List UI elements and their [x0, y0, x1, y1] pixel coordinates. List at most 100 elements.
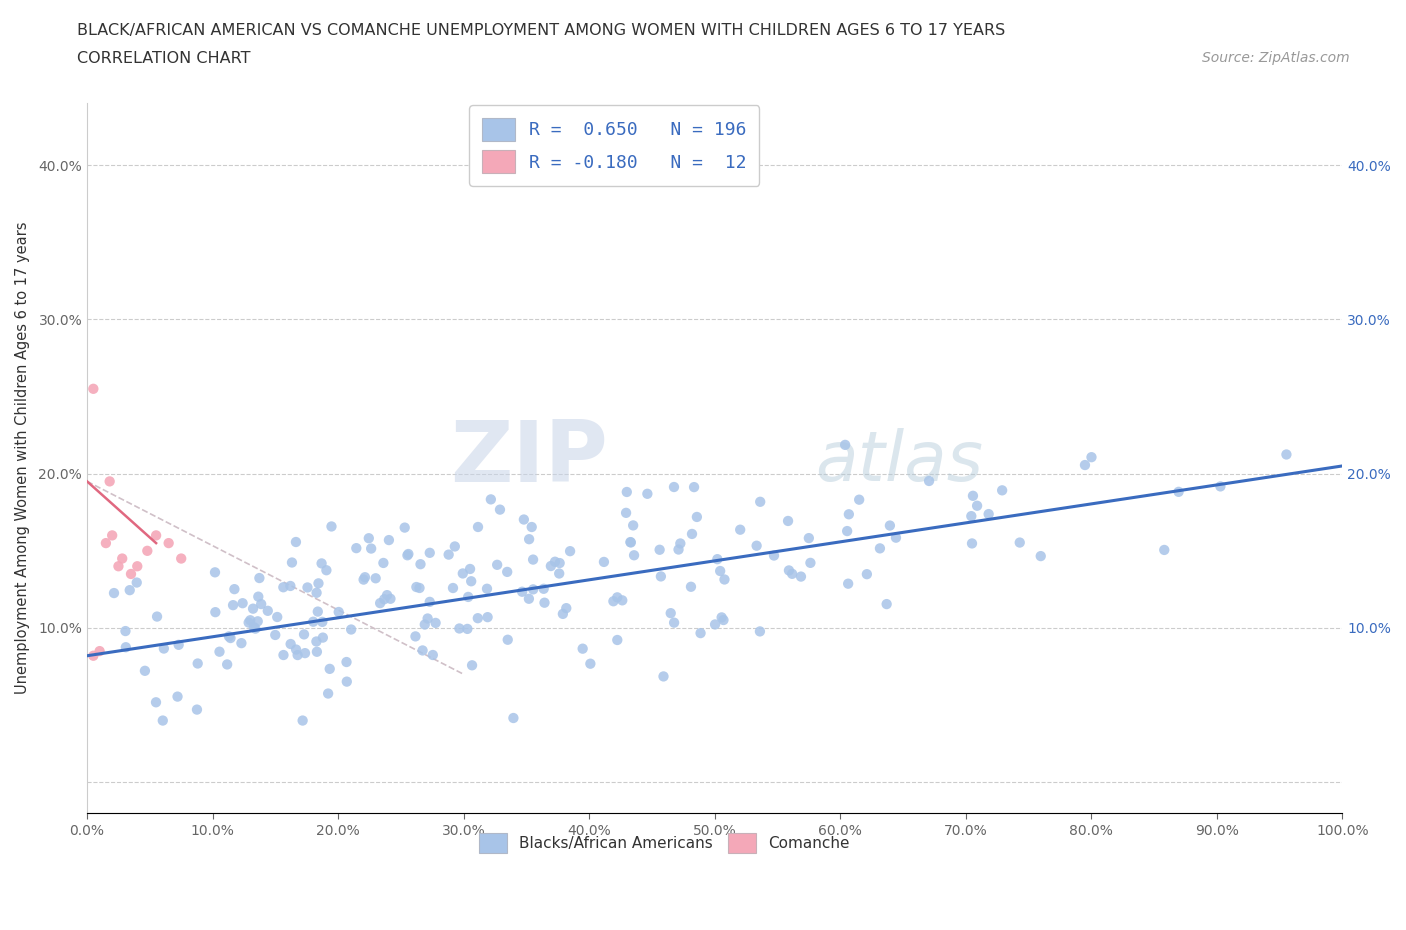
Point [419, 594, 441, 609]
Point [662, 616, 685, 631]
Point [838, 507, 860, 522]
Point [652, 669, 675, 684]
Point [103, 586, 125, 601]
Point [157, 536, 180, 551]
Point [396, 548, 419, 563]
Point [287, 647, 309, 662]
Point [620, 535, 643, 550]
Point [520, 520, 543, 535]
Point [405, 579, 427, 594]
Point [280, 578, 302, 593]
Point [659, 605, 682, 620]
Point [217, 657, 239, 671]
Point [167, 637, 190, 652]
Point [551, 606, 574, 621]
Point [510, 584, 533, 599]
Point [837, 577, 859, 591]
Point [441, 580, 464, 595]
Point [602, 594, 624, 609]
Text: ZIP: ZIP [450, 417, 607, 499]
Point [396, 547, 419, 562]
Point [146, 609, 169, 624]
Point [375, 588, 398, 603]
Point [579, 657, 602, 671]
Point [373, 591, 395, 606]
Point [797, 531, 820, 546]
Text: BLACK/AFRICAN AMERICAN VS COMANCHE UNEMPLOYMENT AMONG WOMEN WITH CHILDREN AGES 6: BLACK/AFRICAN AMERICAN VS COMANCHE UNEMP… [77, 23, 1005, 38]
Point [256, 604, 278, 618]
Point [127, 559, 149, 574]
Point [89, 644, 111, 658]
Point [340, 622, 363, 637]
Point [354, 570, 377, 585]
Point [224, 581, 246, 596]
Point [619, 535, 641, 550]
Point [305, 644, 328, 659]
Point [636, 486, 658, 501]
Point [246, 614, 269, 629]
Point [297, 580, 319, 595]
Point [242, 601, 264, 616]
Point [1167, 485, 1189, 499]
Point [307, 604, 329, 619]
Point [713, 613, 735, 628]
Point [353, 572, 375, 587]
Point [412, 643, 434, 658]
Point [280, 636, 302, 651]
Point [1029, 549, 1052, 564]
Point [443, 539, 465, 554]
Point [496, 565, 519, 579]
Point [517, 591, 540, 606]
Point [222, 598, 245, 613]
Point [364, 571, 387, 586]
Point [522, 552, 544, 567]
Point [311, 556, 333, 571]
Point [170, 551, 193, 566]
Point [489, 502, 512, 517]
Point [991, 483, 1014, 498]
Point [522, 582, 544, 597]
Point [977, 507, 1000, 522]
Point [328, 604, 350, 619]
Point [960, 509, 983, 524]
Point [606, 590, 628, 604]
Point [245, 621, 267, 636]
Point [856, 566, 879, 581]
Point [136, 543, 159, 558]
Point [533, 581, 555, 596]
Point [780, 566, 803, 581]
Point [558, 544, 581, 559]
Point [1153, 542, 1175, 557]
Point [373, 555, 395, 570]
Point [709, 564, 731, 578]
Point [335, 655, 357, 670]
Point [616, 485, 638, 499]
Point [284, 535, 307, 550]
Point [837, 524, 859, 538]
Point [305, 634, 328, 649]
Point [461, 658, 484, 672]
Point [848, 492, 870, 507]
Point [776, 513, 799, 528]
Point [548, 566, 571, 581]
Point [966, 498, 988, 513]
Point [250, 597, 273, 612]
Point [152, 713, 174, 728]
Point [101, 528, 124, 543]
Point [107, 559, 129, 574]
Point [378, 533, 401, 548]
Point [292, 627, 315, 642]
Point [82, 648, 104, 663]
Point [305, 585, 328, 600]
Text: CORRELATION CHART: CORRELATION CHART [77, 51, 250, 66]
Point [669, 536, 692, 551]
Point [264, 628, 287, 643]
Point [571, 642, 593, 657]
Point [204, 565, 226, 579]
Point [1008, 535, 1031, 550]
Point [243, 619, 266, 634]
Text: Source: ZipAtlas.com: Source: ZipAtlas.com [1202, 51, 1350, 65]
Point [745, 538, 768, 553]
Point [357, 531, 380, 546]
Point [232, 596, 254, 611]
